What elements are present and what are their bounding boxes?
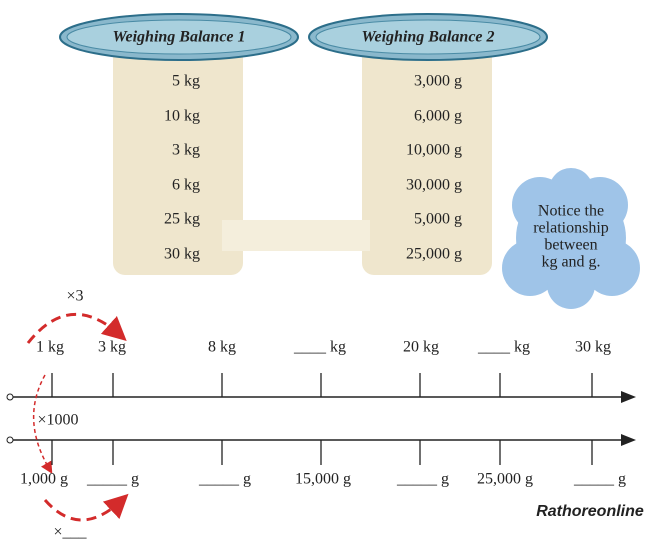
bottom-label: 15,000 g [295, 471, 351, 488]
multiplier: ×1000 [37, 412, 78, 429]
note-line: relationship [533, 220, 609, 237]
note-line: Notice the [538, 203, 604, 220]
balance-item: 25 kg [164, 211, 200, 228]
bottom-label: _____ g [573, 471, 626, 488]
multiplier: ×3 [66, 288, 83, 305]
balance-item: 10 kg [164, 108, 200, 125]
top-label: 30 kg [575, 339, 611, 356]
balance-item: 30,000 g [406, 177, 462, 194]
balance-item: 3 kg [172, 142, 200, 159]
beam [222, 220, 370, 251]
bottom-label: 25,000 g [477, 471, 533, 488]
header-oval [315, 19, 541, 55]
note-line: kg and g. [541, 254, 600, 271]
cloud [502, 168, 640, 309]
line-end [6, 436, 14, 444]
arrow [43, 493, 129, 522]
bottom-label: _____ g [198, 471, 251, 488]
balance-item: 5 kg [172, 73, 200, 90]
header-oval [66, 19, 292, 55]
arrow [32, 374, 53, 474]
balance-item: 25,000 g [406, 246, 462, 263]
balance-item: 10,000 g [406, 142, 462, 159]
line-end [6, 393, 14, 401]
balance-item: 6,000 g [414, 108, 462, 125]
top-label: 8 kg [208, 339, 236, 356]
top-label: 1 kg [36, 339, 64, 356]
top-label: ____ kg [477, 339, 530, 356]
note-line: between [544, 237, 597, 254]
multiplier: ×___ [53, 524, 87, 541]
balance-title: Weighing Balance 2 [361, 29, 494, 46]
balance-title: Weighing Balance 1 [112, 29, 245, 46]
top-label: 20 kg [403, 339, 439, 356]
arrow [26, 312, 127, 344]
balance-item: 30 kg [164, 246, 200, 263]
bottom-label: 1,000 g [20, 471, 68, 488]
balance-item: 5,000 g [414, 211, 462, 228]
bottom-label: _____ g [86, 471, 139, 488]
column [113, 45, 243, 275]
column [362, 45, 492, 275]
top-label: 3 kg [98, 339, 126, 356]
logo: Rathoreonline [536, 503, 644, 520]
balance-item: 3,000 g [414, 73, 462, 90]
balance-item: 6 kg [172, 177, 200, 194]
bottom-label: _____ g [396, 471, 449, 488]
top-label: ____ kg [293, 339, 346, 356]
